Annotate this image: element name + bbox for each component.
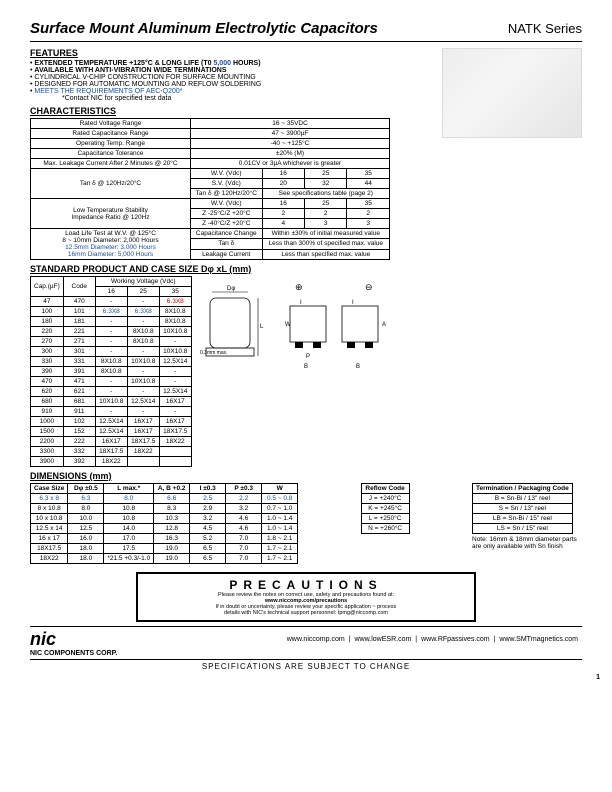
svg-text:0.3mm max.: 0.3mm max. <box>200 350 228 356</box>
product-photo-placeholder <box>442 48 582 138</box>
page-title: Surface Mount Aluminum Electrolytic Capa… <box>30 20 378 37</box>
page-number: 1 <box>596 674 600 681</box>
reflow-table: Reflow Code J = +240°CK = +245°CL = +250… <box>361 483 410 534</box>
svg-text:⊖: ⊖ <box>365 282 373 292</box>
footer-links: www.niccomp.com|www.lowESR.com|www.RFpas… <box>283 636 582 643</box>
svg-text:Dφ: Dφ <box>227 286 235 292</box>
svg-text:B: B <box>356 364 360 370</box>
dimensions-table: Case SizeDφ ±0.5L max.*A, B +0.2I ±0.3P … <box>30 483 298 564</box>
svg-text:P: P <box>306 354 310 360</box>
svg-text:⊕: ⊕ <box>295 282 303 292</box>
svg-text:W: W <box>285 322 291 328</box>
termination-note: Note: 16mm & 18mm diameter parts are onl… <box>472 536 582 550</box>
product-title: STANDARD PRODUCT AND CASE SIZE Dφ xL (mm… <box>30 264 582 274</box>
footer: nic www.niccomp.com|www.lowESR.com|www.R… <box>30 626 582 660</box>
dimensions-title: DIMENSIONS (mm) <box>30 471 582 481</box>
svg-text:A: A <box>382 322 386 328</box>
svg-text:I: I <box>300 300 302 306</box>
dimension-diagram: Dφ L 0.3mm max. I W P B B A ⊕ ⊖ I <box>200 276 390 386</box>
logo: nic <box>30 629 56 650</box>
product-table: Cap.(µF)CodeWorking Voltage (Vdc) 162535… <box>30 276 192 467</box>
spec-change-note: SPECIFICATIONS ARE SUBJECT TO CHANGE <box>30 662 582 671</box>
corp-name: NIC COMPONENTS CORP. <box>30 650 582 657</box>
svg-text:I: I <box>352 300 354 306</box>
characteristics-table: Rated Voltage Range16 ~ 35VDC Rated Capa… <box>30 118 390 260</box>
header: Surface Mount Aluminum Electrolytic Capa… <box>30 20 582 42</box>
precautions-box: PRECAUTIONS Please review the notes on c… <box>136 572 476 622</box>
svg-text:L: L <box>260 324 264 330</box>
termination-table: Termination / Packaging Code B = Sn-Bi /… <box>472 483 573 534</box>
series-label: NATK Series <box>508 21 582 36</box>
svg-text:B: B <box>304 364 308 370</box>
